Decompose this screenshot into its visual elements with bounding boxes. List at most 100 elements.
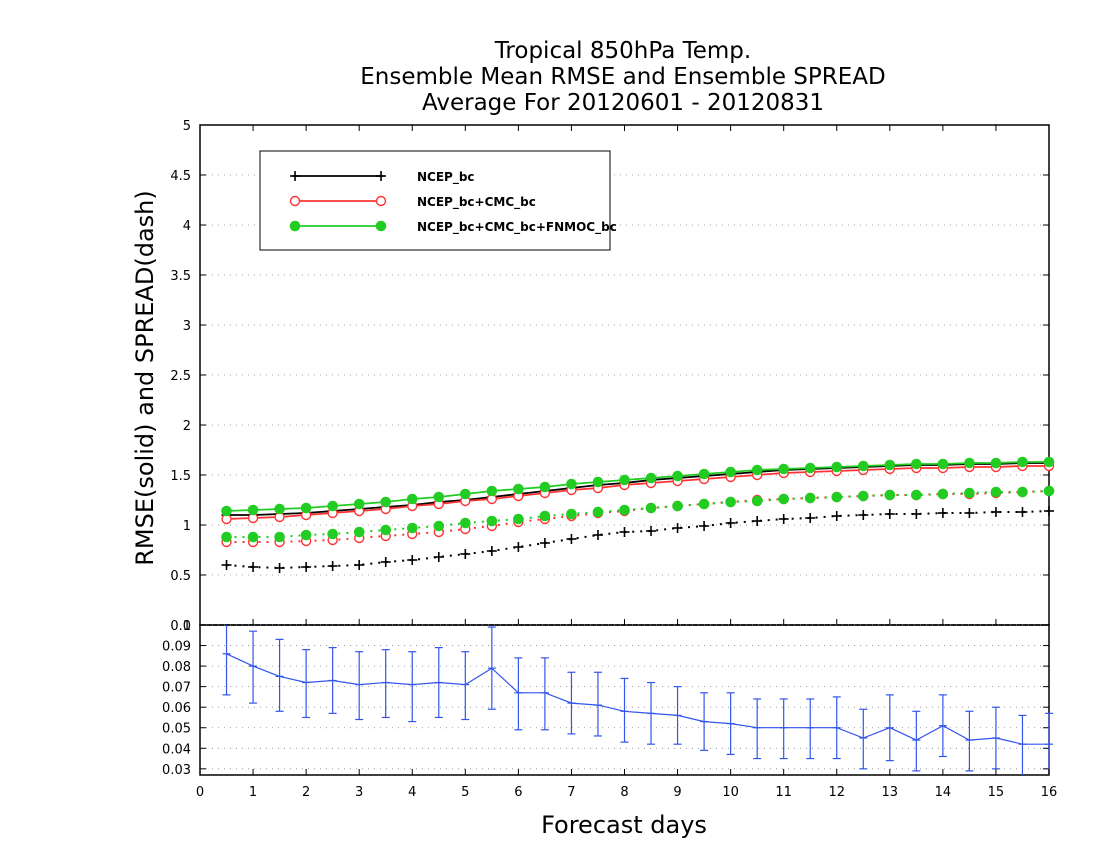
legend-marker [289, 220, 301, 232]
data-point [619, 504, 630, 516]
data-point [778, 493, 789, 505]
legend: NCEP_bc NCEP_bc+CMC_bc NCEP_bc+CMC_bc+FNMO… [259, 150, 617, 251]
data-point [274, 563, 285, 573]
data-point [911, 489, 922, 501]
data-point [725, 496, 736, 508]
data-point [300, 529, 312, 541]
data-point [539, 538, 550, 548]
x-tick-label: 16 [1041, 785, 1058, 800]
data-point [937, 508, 948, 518]
bottom-y-tick-label: 0.09 [162, 640, 191, 655]
data-point [964, 457, 975, 469]
data-point [247, 504, 259, 516]
data-point [831, 491, 843, 503]
top-y-tick-label: 3 [183, 319, 191, 334]
data-point [805, 513, 816, 523]
data-point [327, 500, 338, 512]
data-point [353, 498, 365, 510]
legend-label: NCEP_bc [417, 170, 475, 185]
data-point [672, 523, 683, 533]
data-point [274, 531, 285, 543]
x-tick-label: 15 [988, 785, 1005, 800]
bottom-y-tick-label: 0.06 [162, 701, 191, 716]
data-point [990, 507, 1001, 517]
data-point [406, 493, 418, 505]
data-point [964, 487, 975, 499]
legend-marker [290, 171, 300, 181]
data-point [857, 490, 869, 502]
data-point [1017, 507, 1028, 517]
data-point [672, 500, 683, 512]
data-point [831, 461, 843, 473]
data-point [566, 508, 577, 520]
data-point [778, 514, 789, 524]
data-point [751, 464, 763, 476]
data-point [354, 560, 365, 570]
legend-marker [375, 220, 387, 232]
series-line [226, 465, 1049, 520]
data-point [725, 518, 736, 528]
data-point [672, 470, 683, 482]
data-point [380, 496, 392, 508]
series-line [226, 490, 1050, 543]
data-point [221, 560, 232, 570]
bottom-y-tick-label: 0.04 [162, 742, 191, 757]
data-point [884, 489, 896, 501]
data-point [274, 503, 285, 515]
x-tick-label: 10 [722, 785, 739, 800]
series-line [226, 461, 1049, 512]
data-point [486, 546, 497, 556]
series-line [226, 490, 1050, 538]
top-y-tick-label: 1.5 [170, 469, 191, 484]
x-tick-label: 14 [935, 785, 952, 800]
data-point [857, 460, 869, 472]
top-y-tick-label: 2.5 [170, 369, 191, 384]
data-point [698, 498, 710, 510]
top-y-tick-label: 5 [183, 119, 191, 134]
data-point [1043, 485, 1055, 497]
x-tick-label: 2 [302, 785, 310, 800]
chart-title-line-3: Average For 20120601 - 20120831 [422, 90, 824, 116]
legend-marker [375, 195, 387, 207]
data-point [725, 466, 736, 478]
data-point [407, 555, 418, 565]
bottom-y-tick-label: 0.05 [162, 722, 191, 737]
data-point [990, 486, 1002, 498]
data-point [645, 472, 657, 484]
x-tick-label: 13 [882, 785, 899, 800]
data-point [884, 509, 895, 519]
data-point [937, 458, 949, 470]
data-point [698, 468, 710, 480]
data-point [300, 502, 312, 514]
top-y-tick-label: 1 [183, 519, 191, 534]
series-line [226, 462, 1049, 516]
x-tick-label: 8 [620, 785, 628, 800]
data-point [911, 458, 922, 470]
data-point [353, 526, 365, 538]
bottom-y-tick-label: 0.08 [162, 660, 191, 675]
data-point [380, 557, 391, 567]
data-point [486, 515, 498, 527]
data-point [1017, 456, 1028, 468]
data-point [752, 516, 763, 526]
data-point [433, 520, 445, 532]
data-point [539, 481, 551, 493]
bottom-y-tick-label: 0.1 [170, 619, 191, 634]
x-axis-label: Forecast days [541, 811, 707, 839]
data-point [592, 506, 604, 518]
data-point [858, 510, 869, 520]
data-point [406, 522, 418, 534]
data-point [751, 495, 763, 507]
data-point [592, 476, 604, 488]
data-point [884, 459, 896, 471]
data-point [460, 488, 471, 500]
data-point [911, 509, 922, 519]
top-y-tick-label: 3.5 [170, 269, 191, 284]
top-y-tick-label: 4 [183, 219, 191, 234]
x-tick-label: 1 [249, 785, 257, 800]
data-point [221, 505, 232, 517]
y-axis-label: RMSE(solid) and SPREAD(dash) [131, 190, 159, 566]
difference-panel: 0.030.040.050.060.070.080.090.10 1 2 3 4 5 6 7 8… [162, 619, 1057, 800]
data-point [646, 526, 657, 536]
data-point [1044, 506, 1054, 516]
